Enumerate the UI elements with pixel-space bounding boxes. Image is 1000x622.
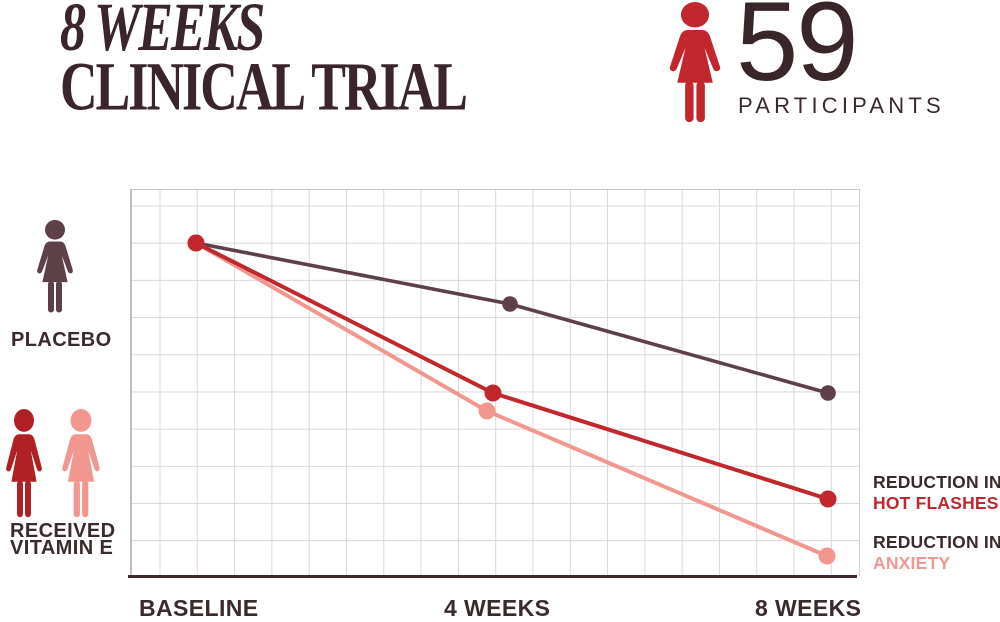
annotation-anxiety-line-1: REDUCTION IN [873,532,1000,552]
vitamin-e-dark-woman-icon [6,409,42,518]
page-title: 8 WEEKS CLINICAL TRIAL [60,0,468,126]
vitamin-e-label-line-2: VITAMIN E [10,537,114,559]
annotation-anxiety: REDUCTION IN ANXIETY [873,532,1000,574]
title-line-2: CLINICAL TRIAL [60,49,468,126]
participants-label: PARTICIPANTS [738,93,945,118]
placebo-label: PLACEBO [11,329,112,351]
placebo-woman-icon [37,220,73,313]
annotation-anxiety-line-2: ANXIETY [873,553,951,573]
title-line-1: 8 WEEKS [60,0,265,66]
annotation-hot-flashes-line-1: REDUCTION IN [873,472,1000,492]
annotation-hot-flashes-line-2: HOT FLASHES [873,493,999,513]
x-tick-baseline: BASELINE [139,595,259,621]
annotation-hot-flashes: REDUCTION IN HOT FLASHES [873,472,1000,514]
vitamin-e-pink-woman-icon [62,409,100,518]
x-tick-4-weeks: 4 WEEKS [444,595,551,621]
x-tick-8-weeks: 8 WEEKS [755,595,862,621]
vitamin-e-label: RECEIVED VITAMIN E [10,520,116,559]
x-axis-line [128,575,857,578]
participants-woman-icon [669,2,721,123]
participants-count: 59 [736,0,859,104]
chart-grid [130,189,860,576]
vitamin-e-label-line-1: RECEIVED [10,520,116,542]
